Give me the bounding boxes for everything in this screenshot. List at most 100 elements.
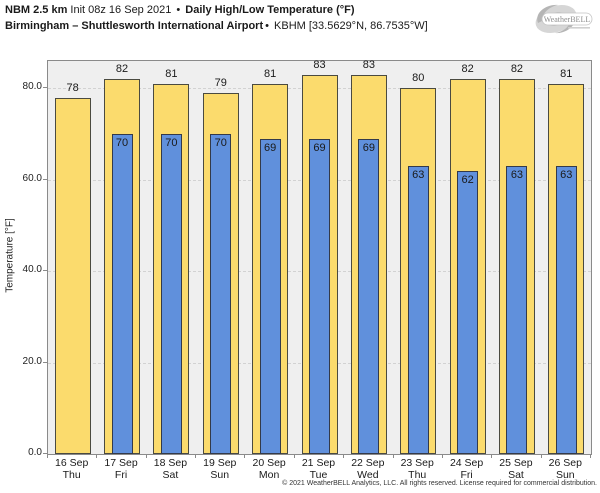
x-tick-mark xyxy=(491,454,493,458)
high-value-label: 81 xyxy=(560,67,573,80)
x-tick-mark xyxy=(195,454,197,458)
x-tick-label: 26 Sep Sun xyxy=(541,457,590,481)
x-tick-day: Tue xyxy=(309,469,328,481)
x-tick-mark xyxy=(145,454,147,458)
high-value-label: 81 xyxy=(165,67,178,80)
low-value-label: 69 xyxy=(362,141,375,154)
low-value-label: 63 xyxy=(560,169,573,182)
weatherbell-logo: WeatherBELL xyxy=(535,4,593,34)
plot-area: 78 82 70 81 70 79 70 81 69 83 69 83 69 80 63 82 62 82 63 81… xyxy=(47,58,592,455)
high-value-label: 82 xyxy=(461,63,474,76)
x-tick-mark xyxy=(244,454,246,458)
x-tick-mark xyxy=(343,454,345,458)
y-tick-label: 80.0 xyxy=(22,81,42,93)
low-value-label: 63 xyxy=(412,169,425,182)
x-tick-date: 20 Sep xyxy=(252,457,286,469)
high-value-label: 83 xyxy=(362,58,375,71)
high-value-label: 80 xyxy=(412,72,425,85)
high-value-label: 82 xyxy=(510,63,524,76)
y-tick-label: 20.0 xyxy=(22,355,42,367)
y-tick-label: 40.0 xyxy=(22,264,42,276)
x-tick-day: Thu xyxy=(408,469,427,481)
low-bar xyxy=(160,134,182,454)
init-time: Init 08z 16 Sep 2021 xyxy=(67,4,175,16)
high-value-label: 78 xyxy=(66,81,79,94)
station-name: Birmingham – Shuttlesworth International… xyxy=(5,20,264,32)
low-bar xyxy=(506,166,528,454)
x-tick-mark xyxy=(441,454,443,458)
product-name: Daily High/Low Temperature (°F) xyxy=(182,4,355,16)
separator-dot: • xyxy=(176,4,181,16)
x-tick-label: 24 Sep Fri xyxy=(442,457,491,481)
model-name: NBM 2.5 km xyxy=(5,4,68,16)
low-value-label: 63 xyxy=(510,169,524,182)
x-tick-label: 23 Sep Thu xyxy=(393,457,442,481)
low-value-label: 69 xyxy=(264,141,277,154)
chart-title-line1: NBM 2.5 km Init 08z 16 Sep 2021 • Daily … xyxy=(5,3,355,18)
x-tick-label: 21 Sep Tue xyxy=(294,457,343,481)
y-tick-mark xyxy=(43,361,47,363)
low-value-label: 69 xyxy=(313,141,326,154)
low-bar xyxy=(259,138,281,454)
low-bar xyxy=(309,138,330,454)
x-tick-label: 20 Sep Mon xyxy=(244,457,293,481)
low-value-label: 70 xyxy=(165,137,178,150)
x-tick-date: 23 Sep xyxy=(400,457,434,469)
y-tick-mark xyxy=(43,87,47,89)
x-tick-day: Fri xyxy=(460,469,473,481)
x-tick-mark xyxy=(96,454,98,458)
y-tick-mark xyxy=(43,453,47,454)
y-tick-label: 60.0 xyxy=(22,172,42,184)
x-tick-mark xyxy=(293,454,295,458)
x-tick-date: 25 Sep xyxy=(499,457,533,469)
y-tick-label: 0.0 xyxy=(28,447,42,458)
x-tick-day: Sat xyxy=(162,469,179,481)
x-tick-label: 19 Sep Sun xyxy=(195,457,244,481)
separator-dot: • xyxy=(265,20,269,32)
x-tick-mark xyxy=(47,454,48,458)
x-tick-label: 17 Sep Fri xyxy=(96,457,145,481)
x-tick-day: Wed xyxy=(357,469,379,481)
low-bar xyxy=(457,170,479,454)
x-tick-date: 21 Sep xyxy=(301,457,336,469)
low-bar xyxy=(358,138,380,454)
low-bar xyxy=(407,166,429,454)
low-value-label: 70 xyxy=(214,137,227,150)
y-axis-title: Temperature [°F] xyxy=(4,218,16,293)
chart-title-line2: Birmingham – Shuttlesworth International… xyxy=(5,19,428,34)
logo-text: WeatherBELL xyxy=(544,15,591,24)
x-tick-day: Thu xyxy=(62,469,81,481)
x-tick-date: 17 Sep xyxy=(104,457,138,469)
x-tick-label: 22 Sep Wed xyxy=(343,457,392,481)
footer-copyright: © 2021 WeatherBELL Analytics, LLC. All r… xyxy=(282,480,597,487)
x-tick-mark xyxy=(392,454,394,458)
x-tick-date: 18 Sep xyxy=(153,457,188,469)
low-value-label: 62 xyxy=(461,173,474,186)
low-bar xyxy=(111,134,133,454)
y-tick-mark xyxy=(43,270,47,272)
x-tick-day: Sat xyxy=(508,469,524,481)
x-tick-label: 16 Sep Thu xyxy=(47,457,96,481)
high-bar xyxy=(54,97,91,454)
station-id: KBHM [33.5629°N, 86.7535°W] xyxy=(270,20,428,32)
x-tick-mark xyxy=(590,454,591,458)
low-value-label: 70 xyxy=(115,137,129,150)
y-tick-mark xyxy=(43,178,47,180)
x-tick-mark xyxy=(540,454,542,458)
x-tick-date: 19 Sep xyxy=(203,457,237,469)
x-tick-date: 22 Sep xyxy=(351,457,385,469)
low-bar xyxy=(555,166,577,454)
x-tick-day: Sun xyxy=(210,469,230,481)
x-tick-day: Mon xyxy=(258,469,280,481)
x-tick-label: 18 Sep Sat xyxy=(146,457,195,481)
x-tick-label: 25 Sep Sat xyxy=(491,457,540,481)
x-tick-date: 24 Sep xyxy=(449,457,484,469)
x-tick-day: Sun xyxy=(555,469,575,481)
high-value-label: 81 xyxy=(264,67,277,80)
x-tick-date: 16 Sep xyxy=(55,457,89,469)
high-value-label: 83 xyxy=(313,58,326,71)
x-tick-day: Fri xyxy=(114,469,128,481)
high-value-label: 79 xyxy=(214,76,227,89)
low-bar xyxy=(210,134,232,454)
